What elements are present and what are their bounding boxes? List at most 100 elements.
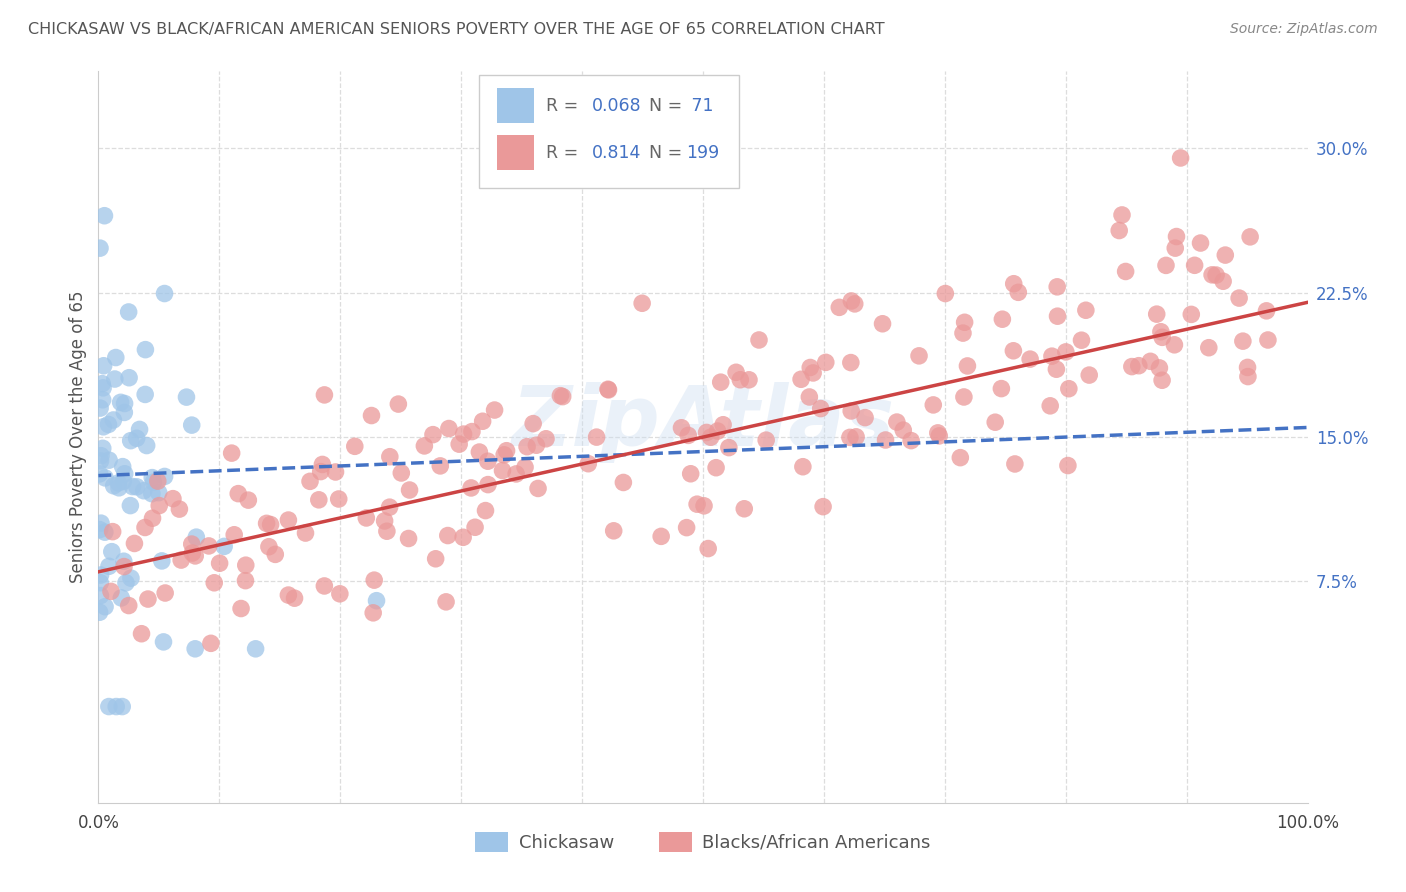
Point	[711, 417, 734, 432]
Point	[91, 442, 114, 456]
Point	[104, 351, 127, 365]
Point	[94, 471, 117, 485]
Point	[221, 446, 243, 460]
Point	[425, 551, 447, 566]
Point	[671, 421, 693, 435]
Point	[256, 516, 278, 531]
Point	[1227, 291, 1250, 305]
Point	[908, 349, 931, 363]
Point	[551, 390, 574, 404]
Point	[93, 419, 115, 434]
Point	[98, 559, 121, 574]
Point	[1146, 307, 1168, 321]
Point	[872, 317, 894, 331]
Point	[89, 241, 111, 255]
Point	[717, 441, 740, 455]
Point	[733, 501, 755, 516]
Point	[790, 372, 813, 386]
Point	[375, 524, 398, 539]
Point	[146, 474, 169, 488]
Point	[224, 528, 246, 542]
Point	[534, 432, 557, 446]
Point	[180, 418, 202, 433]
Point	[956, 359, 979, 373]
Point	[277, 513, 299, 527]
Point	[226, 486, 249, 500]
Point	[1163, 338, 1185, 352]
Point	[259, 517, 281, 532]
Point	[696, 425, 718, 440]
Point	[132, 483, 155, 498]
Point	[413, 439, 436, 453]
Point	[524, 438, 547, 452]
Point	[1212, 274, 1234, 288]
Point	[602, 524, 624, 538]
Point	[89, 523, 111, 537]
Point	[1002, 277, 1025, 291]
Point	[114, 396, 136, 410]
Point	[89, 401, 111, 416]
Point	[699, 430, 721, 444]
Point	[1152, 330, 1174, 344]
Point	[449, 437, 471, 451]
Point	[120, 434, 142, 448]
Text: CHICKASAW VS BLACK/AFRICAN AMERICAN SENIORS POVERTY OVER THE AGE OF 65 CORRELATI: CHICKASAW VS BLACK/AFRICAN AMERICAN SENI…	[28, 22, 884, 37]
Point	[90, 454, 112, 468]
Point	[125, 480, 148, 494]
Point	[730, 373, 752, 387]
Point	[1078, 368, 1101, 382]
Point	[366, 593, 388, 607]
Point	[245, 641, 267, 656]
Point	[1205, 268, 1227, 282]
Point	[118, 370, 141, 384]
Point	[845, 430, 868, 444]
Point	[422, 427, 444, 442]
Point	[90, 516, 112, 531]
Point	[1149, 360, 1171, 375]
Point	[585, 430, 607, 444]
Point	[516, 440, 538, 454]
Point	[101, 524, 124, 539]
Point	[170, 553, 193, 567]
Point	[1154, 259, 1177, 273]
Point	[810, 401, 832, 416]
Point	[91, 392, 114, 407]
Point	[112, 559, 135, 574]
Point	[94, 525, 117, 540]
Point	[141, 511, 163, 525]
Point	[238, 493, 260, 508]
Point	[398, 483, 420, 497]
Point	[1121, 359, 1143, 374]
Point	[1111, 208, 1133, 222]
Point	[89, 589, 111, 603]
Point	[1256, 303, 1278, 318]
Point	[491, 464, 513, 478]
Point	[952, 326, 974, 340]
Point	[181, 546, 204, 560]
Point	[801, 366, 824, 380]
Point	[103, 413, 125, 427]
Point	[697, 541, 720, 556]
Point	[283, 591, 305, 606]
Point	[1198, 341, 1220, 355]
Point	[693, 499, 716, 513]
Point	[650, 529, 672, 543]
Point	[299, 475, 322, 489]
Point	[90, 449, 112, 463]
Point	[468, 445, 491, 459]
Point	[799, 390, 821, 404]
Point	[1046, 309, 1069, 323]
Point	[118, 305, 141, 319]
Bar	[498, 88, 534, 123]
Point	[598, 383, 620, 397]
Point	[97, 417, 120, 432]
Point	[1019, 352, 1042, 367]
Text: 71: 71	[686, 96, 714, 115]
Point	[93, 209, 115, 223]
Point	[437, 421, 460, 435]
Point	[494, 448, 516, 462]
Point	[94, 599, 117, 614]
Point	[839, 404, 862, 418]
Point	[112, 405, 135, 419]
Point	[1189, 235, 1212, 250]
